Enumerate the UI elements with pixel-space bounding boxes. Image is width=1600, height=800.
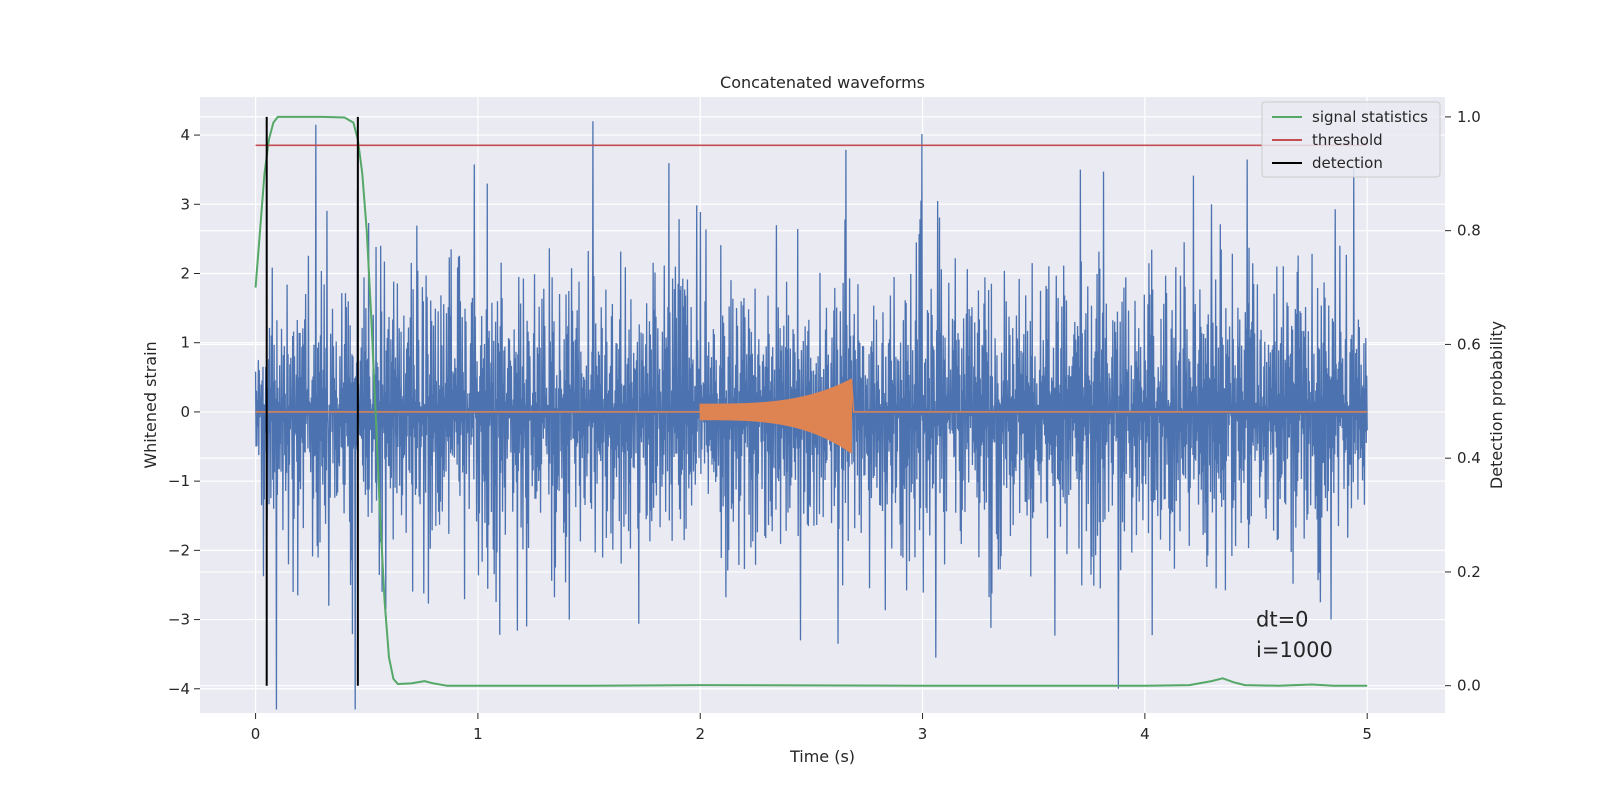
- x-tick-label: 2: [695, 725, 705, 743]
- y-tick-label: −2: [168, 541, 190, 559]
- y-right-tick-label: 0.6: [1457, 335, 1481, 353]
- annotation-i: i=1000: [1256, 638, 1333, 662]
- legend: signal statistics threshold detection: [1261, 101, 1441, 178]
- y-tick-label: −3: [168, 611, 190, 629]
- chart-title: Concatenated waveforms: [720, 73, 925, 92]
- left-y-ticks: −4 −3 −2 −1 0 1 2 3 4: [168, 126, 200, 698]
- x-tick-label: 0: [251, 725, 261, 743]
- y-right-tick-label: 0.0: [1457, 677, 1481, 695]
- x-axis-label: Time (s): [789, 747, 855, 766]
- y-axis-label-right: Detection probability: [1487, 321, 1506, 489]
- y-tick-label: 0: [180, 403, 190, 421]
- annotation-dt: dt=0: [1256, 608, 1309, 632]
- x-tick-label: 3: [918, 725, 928, 743]
- y-tick-label: −4: [168, 680, 190, 698]
- y-right-tick-label: 1.0: [1457, 108, 1481, 126]
- legend-entry-signal-statistics: signal statistics: [1312, 108, 1428, 126]
- x-ticks: 0 1 2 3 4 5: [251, 713, 1372, 743]
- plot-area: [254, 115, 1368, 710]
- y-tick-label: 2: [180, 264, 190, 282]
- y-right-tick-label: 0.2: [1457, 563, 1481, 581]
- right-y-ticks: 0.0 0.2 0.4 0.6 0.8 1.0: [1445, 108, 1481, 695]
- x-tick-label: 5: [1362, 725, 1372, 743]
- detection-lines: [265, 116, 359, 686]
- y-right-tick-label: 0.4: [1457, 449, 1481, 467]
- legend-entry-threshold: threshold: [1312, 131, 1383, 149]
- signal-statistics-line: [254, 115, 1368, 687]
- y-tick-label: 3: [180, 195, 190, 213]
- y-tick-label: 1: [180, 334, 190, 352]
- legend-box: [1261, 101, 1441, 178]
- legend-entry-detection: detection: [1312, 154, 1383, 172]
- x-tick-label: 1: [473, 725, 483, 743]
- y-right-tick-label: 0.8: [1457, 222, 1481, 240]
- x-tick-label: 4: [1140, 725, 1150, 743]
- y-tick-label: 4: [180, 126, 190, 144]
- y-axis-label: Whitened strain: [141, 341, 160, 468]
- y-tick-label: −1: [168, 472, 190, 490]
- injection-series-line: [255, 378, 1368, 454]
